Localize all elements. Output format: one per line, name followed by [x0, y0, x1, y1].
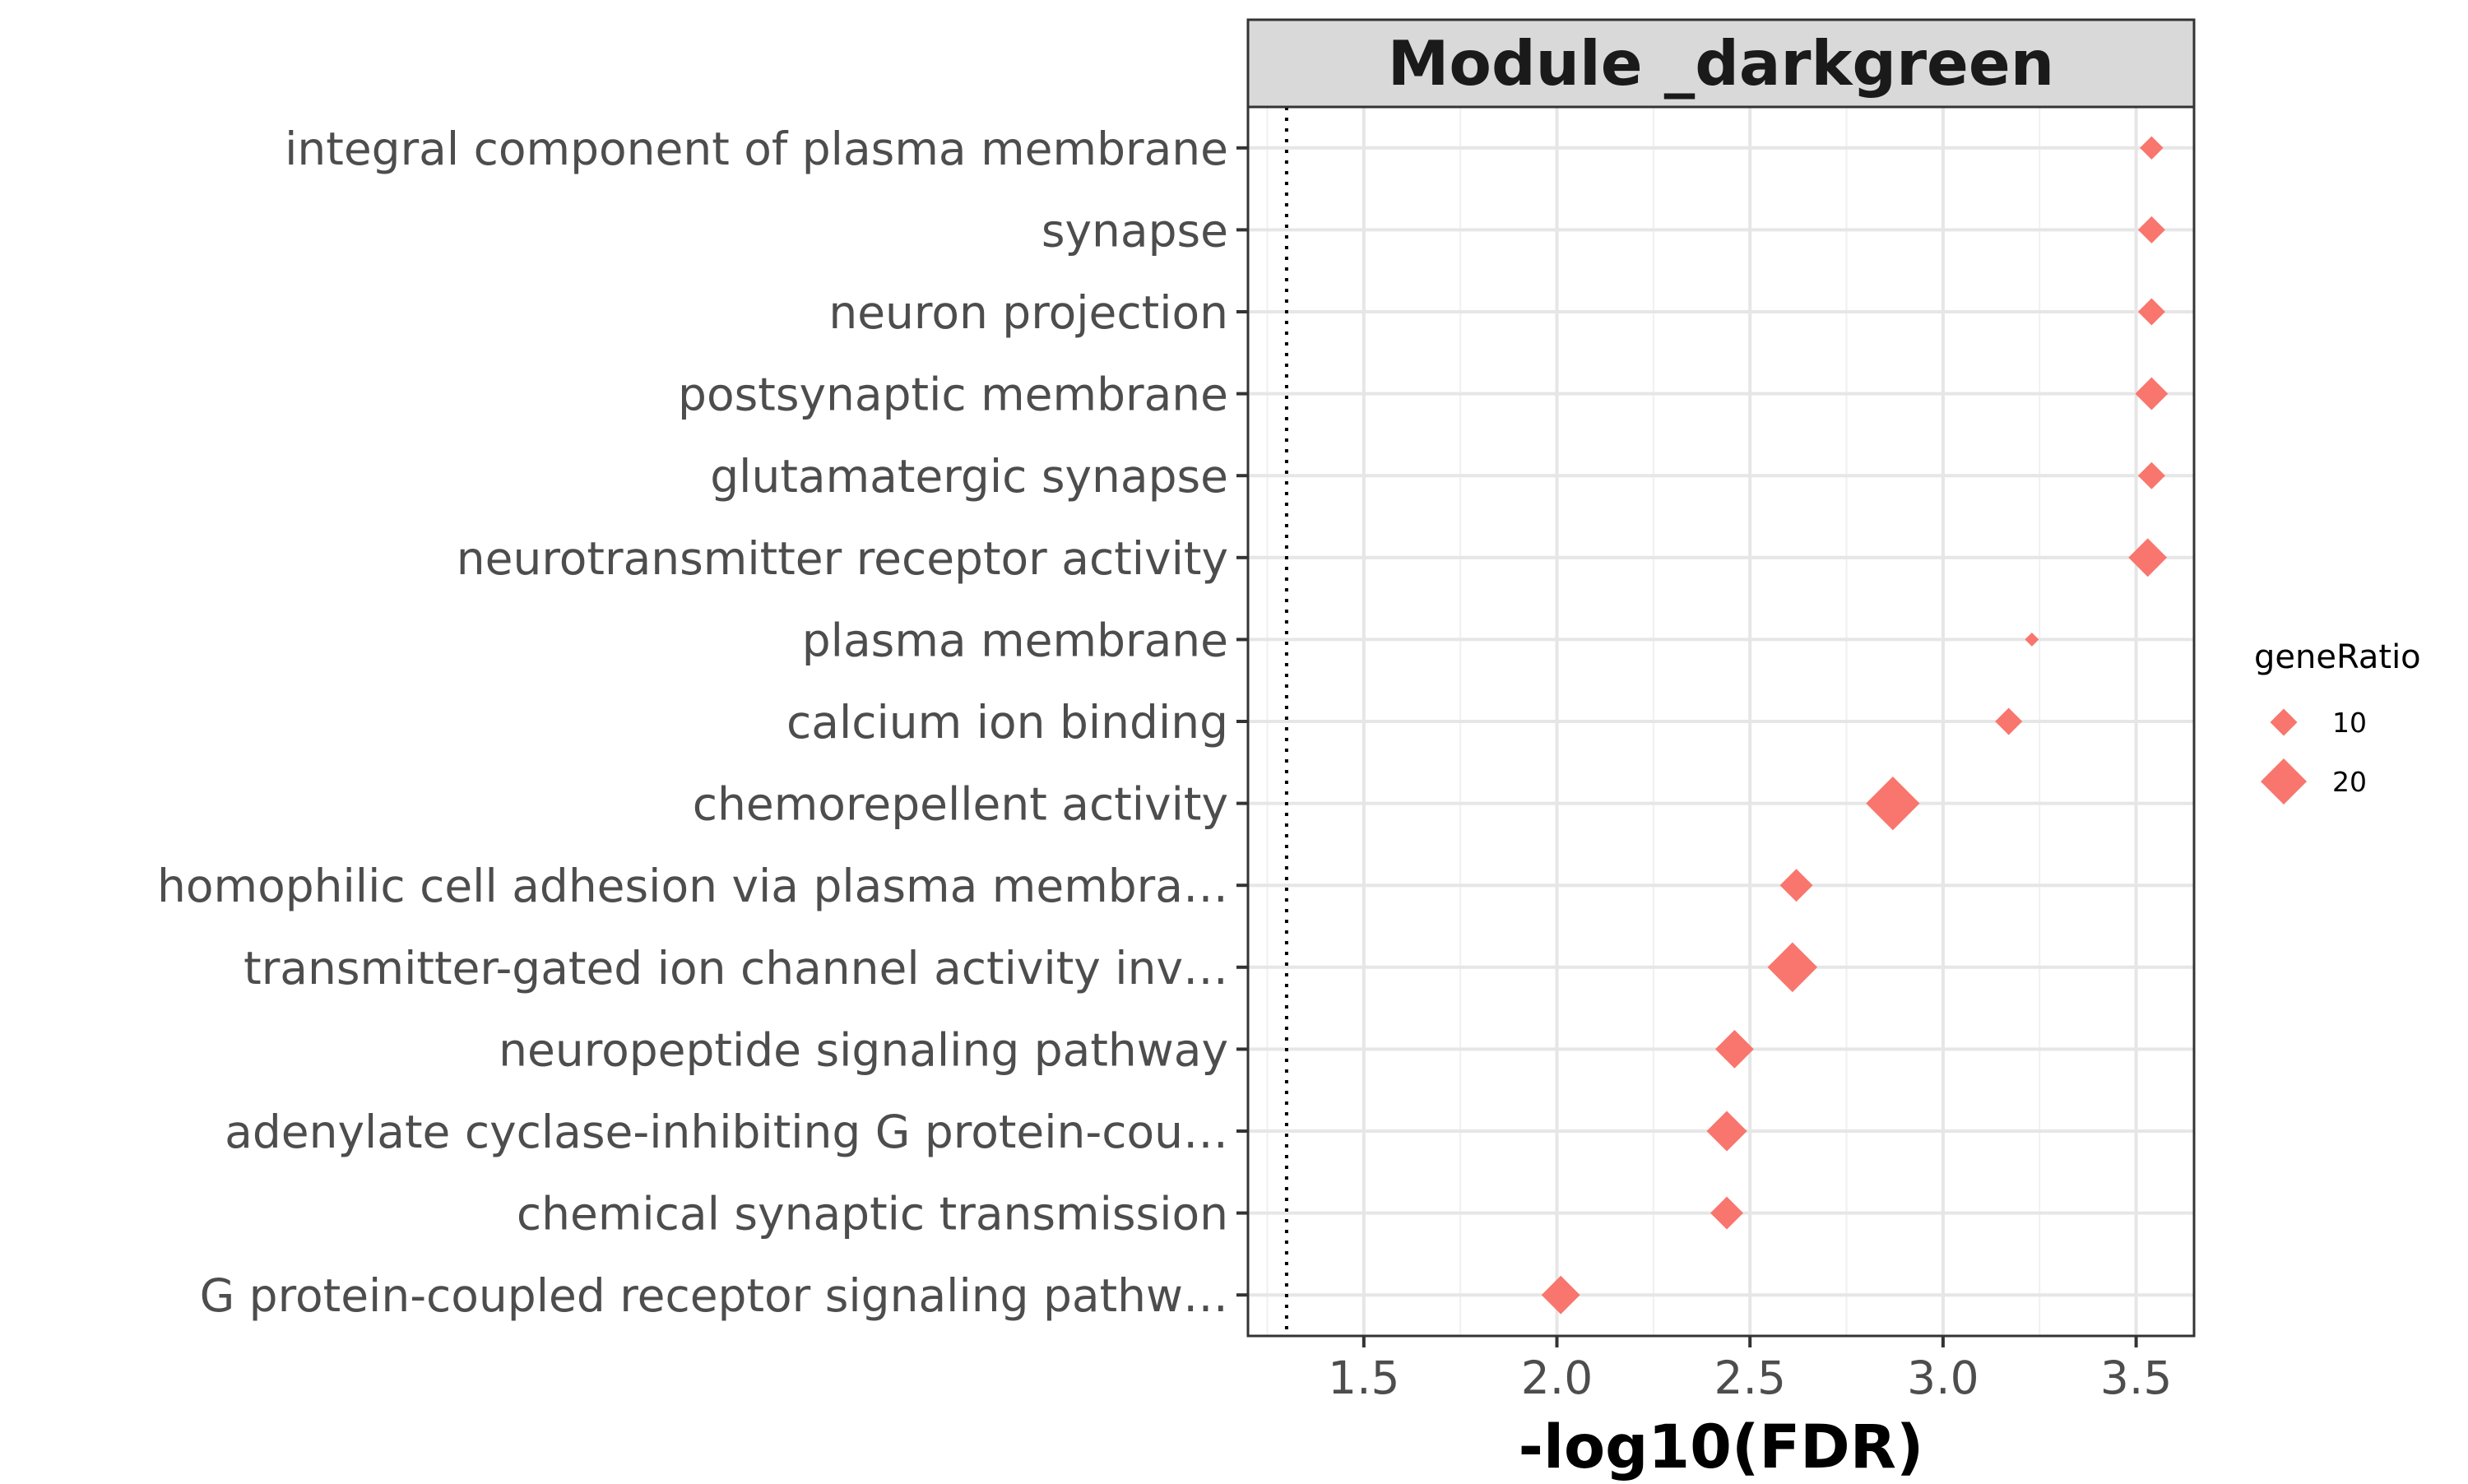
- legend-key: [2261, 758, 2307, 805]
- data-point: [1767, 942, 1818, 993]
- x-tick-label: 1.5: [1328, 1352, 1399, 1404]
- y-tick-label: synapse: [1041, 204, 1228, 257]
- y-tick-label: chemical synaptic transmission: [517, 1188, 1228, 1241]
- y-tick-label: glutamatergic synapse: [710, 450, 1228, 503]
- data-point: [1995, 707, 2023, 735]
- legend-key: [2270, 708, 2298, 736]
- y-tick-label: postsynaptic membrane: [678, 369, 1228, 421]
- y-tick-label: integral component of plasma membrane: [285, 123, 1228, 175]
- y-tick-label: neuron projection: [828, 286, 1228, 339]
- data-point: [2025, 632, 2039, 647]
- data-point: [2135, 377, 2169, 410]
- y-tick-label: plasma membrane: [802, 614, 1228, 666]
- x-tick-label: 2.5: [1714, 1352, 1785, 1404]
- y-tick-label: chemorepellent activity: [693, 778, 1228, 831]
- data-point: [1866, 777, 1920, 831]
- y-tick-label: homophilic cell adhesion via plasma memb…: [157, 860, 1228, 912]
- legend-title: geneRatio: [2254, 638, 2421, 676]
- plot-panel: [1246, 105, 2196, 1338]
- strip-title: Module _darkgreen: [1388, 27, 2054, 100]
- x-tick-label: 3.5: [2100, 1352, 2172, 1404]
- y-tick-label: adenylate cyclase-inhibiting G protein-c…: [225, 1106, 1228, 1158]
- x-tick-label: 3.0: [1907, 1352, 1979, 1404]
- legend: geneRatio 10 20: [2254, 638, 2421, 805]
- data-point: [2137, 461, 2165, 489]
- data-point: [1710, 1196, 1743, 1230]
- data-point: [1706, 1111, 1747, 1152]
- data-point: [1541, 1275, 1580, 1315]
- data-point: [1715, 1030, 1754, 1069]
- y-tick-label: neurotransmitter receptor activity: [457, 532, 1228, 585]
- data-point: [2137, 216, 2165, 243]
- data-point: [2128, 538, 2168, 577]
- data-point: [1779, 869, 1813, 902]
- strip-background: [1246, 18, 2196, 109]
- data-point: [2140, 136, 2164, 160]
- facet-strip: Module _darkgreen: [1246, 18, 2196, 109]
- x-axis-title: -log10(FDR): [1519, 1412, 1924, 1481]
- legend-label: 20: [2332, 766, 2367, 798]
- y-tick-label: transmitter-gated ion channel activity i…: [244, 942, 1228, 995]
- x-axis: 1.5 2.0 2.5 3.0 3.5 -log10(FDR): [1328, 1336, 2172, 1482]
- legend-label: 10: [2332, 707, 2367, 739]
- y-axis-labels: integral component of plasma membrane syn…: [157, 123, 1248, 1322]
- x-tick-label: 2.0: [1521, 1352, 1593, 1404]
- data-point: [2137, 298, 2165, 326]
- y-tick-label: calcium ion binding: [786, 696, 1228, 749]
- y-tick-label: neuropeptide signaling pathway: [499, 1023, 1228, 1076]
- y-tick-label: G protein-coupled receptor signaling pat…: [200, 1269, 1228, 1322]
